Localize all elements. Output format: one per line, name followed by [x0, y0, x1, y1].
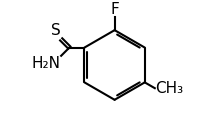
- Text: F: F: [110, 2, 119, 17]
- Text: CH₃: CH₃: [155, 81, 184, 96]
- Text: S: S: [51, 23, 61, 38]
- Text: H₂N: H₂N: [32, 56, 61, 71]
